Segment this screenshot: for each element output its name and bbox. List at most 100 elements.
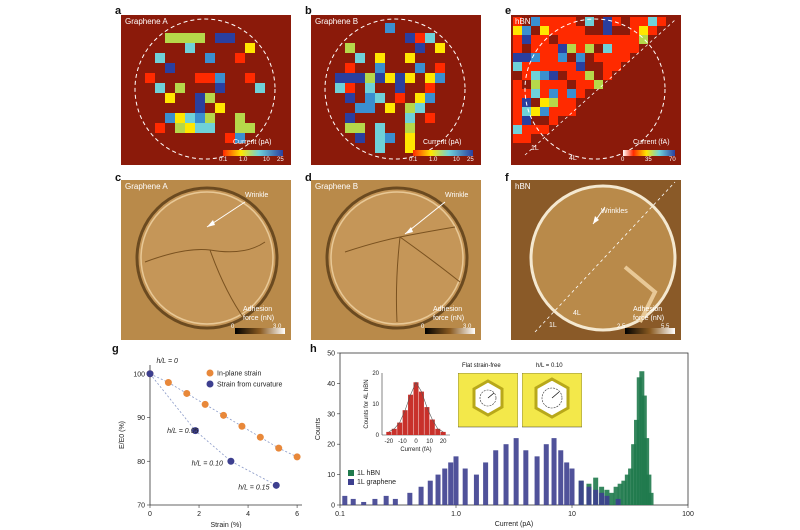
y-axis-label: E/E0 (%) xyxy=(119,421,126,449)
inset-x-tick-label: -20 xyxy=(384,439,393,445)
inset-bar xyxy=(424,407,430,435)
data-point xyxy=(164,379,172,386)
adhesion-map-c xyxy=(121,180,291,340)
y-tick-label: 0 xyxy=(331,503,335,510)
map-title: Graphene B xyxy=(315,182,359,191)
inset-bar xyxy=(418,391,424,435)
histogram-bar xyxy=(609,492,615,505)
layer-label-1L: 1L xyxy=(531,145,539,152)
panel-label: e xyxy=(505,5,512,17)
annotation-hl0: h/L = 0 xyxy=(156,358,178,365)
legend-marker xyxy=(348,479,354,485)
histogram-bar xyxy=(564,462,570,505)
legend-label: 1L hBN xyxy=(357,470,380,477)
histogram-bar xyxy=(634,419,640,505)
y-tick-label: 90 xyxy=(137,415,145,422)
data-point xyxy=(220,411,228,419)
inset-bar xyxy=(408,394,414,435)
inset-y-tick-label: 0 xyxy=(376,433,380,439)
layer-label-4L: 4L xyxy=(573,310,581,317)
model-title: Flat strain-free xyxy=(462,363,501,369)
panel-label: g xyxy=(112,343,119,355)
histogram-bar xyxy=(644,438,650,505)
data-point xyxy=(238,422,246,430)
colorbar-tick: 3.0 xyxy=(463,324,472,330)
histogram-bar xyxy=(453,456,459,505)
current-map-b xyxy=(311,15,481,165)
panel-label: b xyxy=(305,5,312,17)
colorbar-tick: 25 xyxy=(467,157,474,163)
point-label: h/L = 0.05 xyxy=(167,428,198,435)
colorbar-tick: 0 xyxy=(231,324,235,330)
lattice-model-curved: h/L = 0.10 xyxy=(522,363,582,428)
inset-x-tick-label: 0 xyxy=(414,439,418,445)
panel-g: g 0 2 4 6 70 80 90 100 Strain (%) E/E0 (%) h/L = 0… xyxy=(112,343,307,528)
inset-x-tick-label: 10 xyxy=(426,439,433,445)
legend-marker xyxy=(206,380,214,388)
histogram-bar xyxy=(342,495,348,505)
histogram-bar xyxy=(646,474,652,505)
layer-label-4L: 4L xyxy=(569,155,577,162)
histogram-bar xyxy=(636,377,642,505)
histogram-bar xyxy=(617,483,623,505)
panel-d: d Graphene B Wrinkle Adhesion force (nN)… xyxy=(305,172,487,340)
colorbar-label: force (nN) xyxy=(433,315,465,322)
histogram-bar xyxy=(613,486,619,505)
y-tick-label: 70 xyxy=(137,503,145,510)
map-pixels xyxy=(335,23,445,153)
histogram-bar xyxy=(372,498,378,505)
inset-y-tick-label: 10 xyxy=(372,402,379,408)
colorbar-tick: 10 xyxy=(453,157,460,163)
x-tick-label: 6 xyxy=(295,511,299,518)
colorbar-tick: 70 xyxy=(669,157,676,163)
data-point xyxy=(201,400,209,408)
inset-bar xyxy=(386,431,392,435)
colorbar-tick: 0 xyxy=(421,324,425,330)
colorbar-label: force (nN) xyxy=(633,315,665,322)
wrinkle-label: Wrinkle xyxy=(245,192,269,199)
x-tick-label: 10 xyxy=(568,511,576,518)
point-label: h/L = 0.15 xyxy=(238,485,269,492)
panel-h: h 0.1 1.0 10 100 0 10 20 30 40 50 Current (pA) Coun… xyxy=(310,343,695,528)
map-title: Graphene A xyxy=(125,182,168,191)
map-title: hBN xyxy=(515,17,531,26)
colorbar-label: Current (pA) xyxy=(233,139,272,146)
histogram-bar xyxy=(569,468,575,505)
panel-label: a xyxy=(115,5,122,17)
data-point xyxy=(256,433,264,441)
map-title: hBN xyxy=(515,182,531,191)
y-axis-label: Counts xyxy=(315,417,322,440)
histogram-bar xyxy=(558,450,564,505)
inset-bar xyxy=(397,422,403,435)
x-tick-label: 1.0 xyxy=(451,511,461,518)
colorbar-tick: 1.0 xyxy=(239,157,248,163)
colorbar-label: Adhesion xyxy=(243,306,273,313)
inset-bar xyxy=(391,428,397,435)
x-tick-label: 100 xyxy=(682,511,694,518)
current-map-a xyxy=(121,15,291,165)
y-tick-label: 80 xyxy=(137,459,145,466)
histogram-bar xyxy=(473,474,479,505)
y-tick-label: 40 xyxy=(327,381,335,388)
map-title: Graphene B xyxy=(315,17,359,26)
panel-label: h xyxy=(310,343,317,355)
histogram-bar xyxy=(543,444,549,505)
panel-label: c xyxy=(115,172,122,184)
x-axis-label: Current (pA) xyxy=(495,521,534,528)
model-title: h/L = 0.10 xyxy=(536,363,563,369)
map-pixels xyxy=(145,33,265,143)
legend-marker xyxy=(348,470,354,476)
inset-y-tick-label: 20 xyxy=(372,371,379,377)
data-point xyxy=(227,457,235,465)
histogram-bar xyxy=(503,444,509,505)
histogram-bar xyxy=(631,444,637,505)
panel-f: f hBN Wrinkles 1L 4L Adhesion force (nN)… xyxy=(505,172,687,340)
histogram-bar xyxy=(442,468,448,505)
colorbar-tick: 3.0 xyxy=(273,324,282,330)
histogram-bar xyxy=(593,489,599,505)
x-tick-label: 2 xyxy=(197,511,201,518)
colorbar-tick: 0 xyxy=(621,157,625,163)
legend-label: In-plane strain xyxy=(217,371,261,378)
histogram-bar xyxy=(407,492,413,505)
